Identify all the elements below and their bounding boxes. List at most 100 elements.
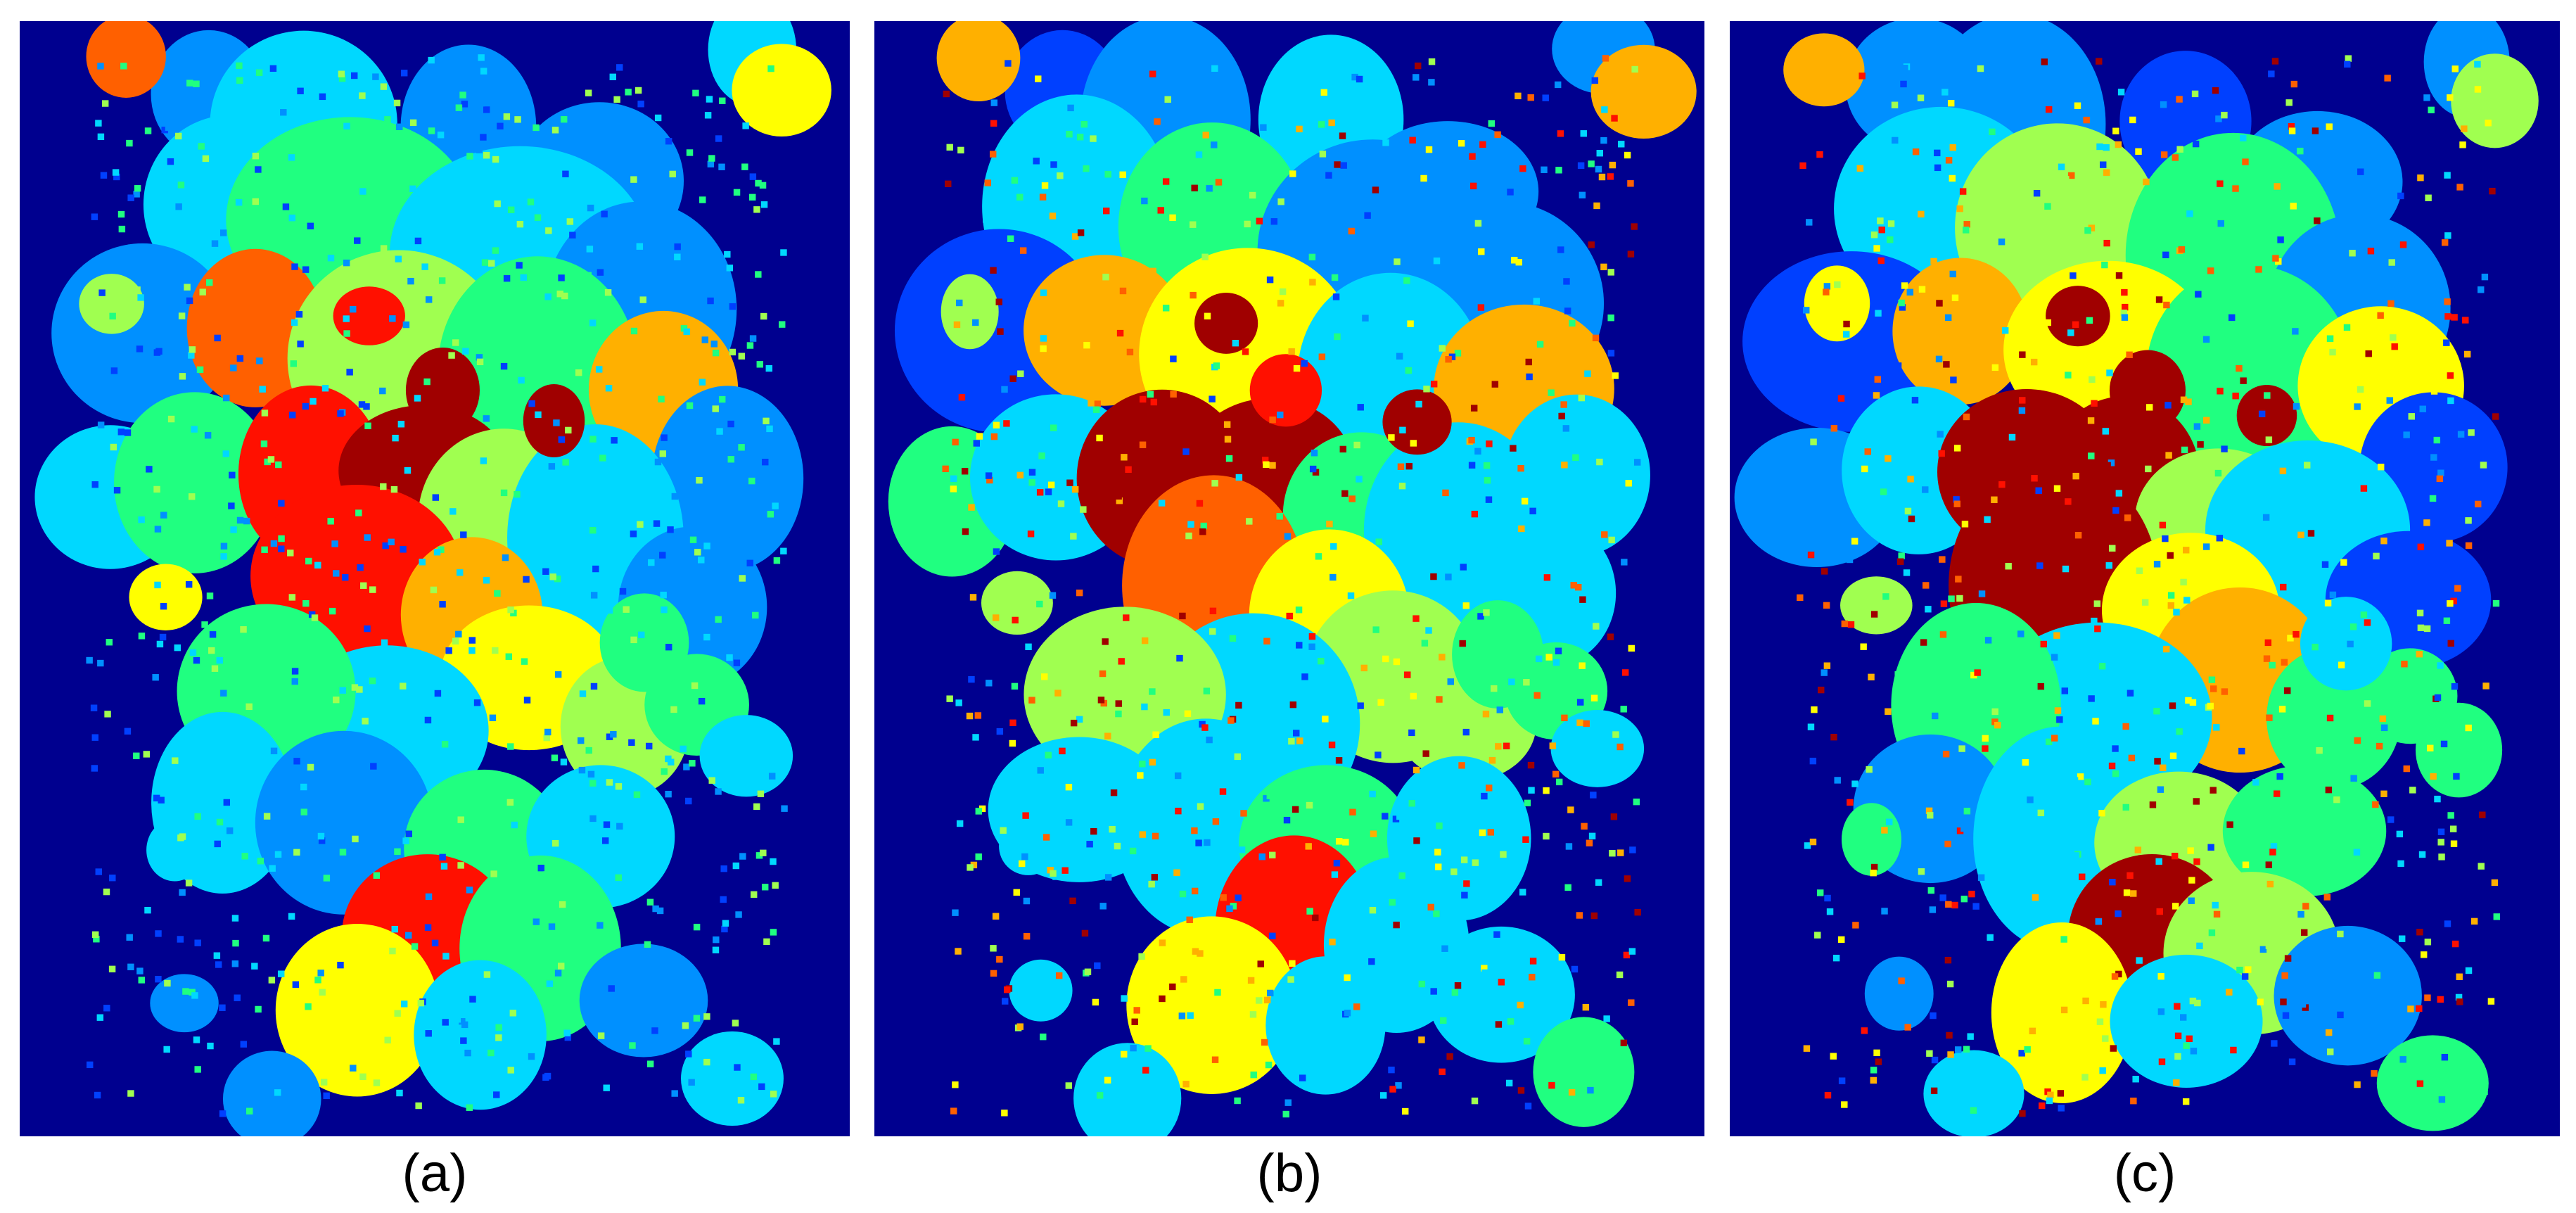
map-speckle: [1096, 1092, 1104, 1099]
map-speckle: [2481, 273, 2489, 281]
map-speckle: [1092, 406, 1100, 413]
map-speckle: [1901, 282, 1908, 289]
map-speckle: [1881, 908, 1888, 915]
map-speckle: [2273, 790, 2281, 797]
map-speckle: [562, 459, 569, 466]
map-speckle: [2159, 521, 2167, 529]
map-speckle: [1370, 830, 1377, 837]
map-speckle: [402, 837, 409, 844]
map-speckle: [400, 546, 407, 553]
map-speckle: [393, 702, 400, 709]
map-speckle: [652, 905, 659, 913]
map-speckle: [759, 182, 767, 189]
map-speckle: [665, 138, 672, 145]
map-speckle: [1486, 440, 1493, 447]
map-speckle: [1311, 450, 1318, 457]
map-speckle: [400, 1001, 408, 1008]
map-speckle: [466, 749, 473, 757]
map-speckle: [2447, 372, 2454, 379]
map-speckle: [1332, 293, 1340, 300]
map-speckle: [1912, 148, 1920, 155]
map-speckle: [549, 573, 556, 580]
map-speckle: [1318, 657, 1325, 665]
map-speckle: [1469, 153, 1476, 160]
map-speckle: [606, 606, 613, 614]
map-speckle: [2462, 317, 2469, 324]
map-speckle: [1102, 273, 1109, 281]
map-speckle: [1430, 573, 1437, 580]
map-speckle: [2122, 804, 2130, 811]
map-speckle: [1152, 832, 1159, 840]
map-speckle: [1481, 969, 1488, 977]
map-speckle: [1141, 703, 1148, 711]
map-speckle: [1596, 458, 1603, 466]
map-speckle: [179, 889, 186, 896]
map-speckle: [352, 835, 359, 843]
map-speckle: [2329, 591, 2337, 599]
map-speckle: [2104, 462, 2111, 469]
map-speckle: [1956, 827, 1964, 834]
map-speckle: [1157, 207, 1164, 214]
map-speckle: [1096, 434, 1103, 442]
map-speckle: [291, 678, 298, 685]
map-speckle: [2386, 362, 2393, 369]
map-speckle: [1460, 856, 1468, 863]
map-speckle: [177, 182, 185, 189]
map-speckle: [2058, 163, 2065, 170]
map-speckle: [975, 853, 982, 860]
map-speckle: [1962, 227, 1970, 234]
map-speckle: [219, 229, 227, 236]
map-speckle: [1037, 767, 1044, 774]
map-speckle: [2274, 183, 2281, 190]
map-speckle: [172, 757, 179, 764]
map-speckle: [134, 185, 141, 192]
map-speckle: [2338, 661, 2345, 668]
map-speckle: [2444, 172, 2451, 179]
map-speckle: [683, 328, 690, 336]
map-speckle: [1930, 1087, 1938, 1095]
map-speckle: [1149, 267, 1156, 275]
map-speckle: [587, 770, 595, 778]
map-speckle: [2255, 266, 2262, 273]
map-speckle: [1949, 174, 1956, 182]
map-speckle: [2357, 386, 2364, 393]
map-speckle: [2122, 303, 2129, 311]
map-speckle: [1868, 673, 1875, 681]
map-speckle: [637, 631, 645, 639]
map-speckle: [1885, 455, 1892, 462]
map-speckle: [2297, 147, 2304, 155]
map-speckle: [2343, 324, 2351, 331]
map-speckle: [569, 231, 576, 239]
map-speckle: [1601, 531, 1608, 538]
map-speckle: [1937, 431, 1944, 438]
map-speckle: [1824, 1091, 1832, 1099]
map-speckle: [1846, 556, 1854, 564]
map-speckle: [2358, 957, 2366, 964]
map-speckle: [2180, 1014, 2187, 1021]
map-speckle: [138, 516, 145, 523]
map-speckle: [193, 80, 200, 87]
map-speckle: [355, 509, 362, 516]
map-speckle: [2191, 90, 2199, 98]
map-speckle: [1809, 838, 1817, 846]
map-speckle: [2402, 1084, 2410, 1091]
map-speckle: [1425, 146, 1433, 153]
map-speckle: [331, 540, 338, 547]
map-speckle: [1837, 395, 1845, 402]
map-speckle: [2397, 192, 2404, 200]
map-speckle: [1583, 720, 1590, 728]
map-speckle: [220, 542, 228, 550]
map-speckle: [1567, 806, 1574, 813]
map-speckle: [1067, 104, 1074, 112]
map-speckle: [2031, 475, 2038, 482]
map-speckle: [118, 225, 126, 233]
map-speckle: [397, 421, 405, 428]
map-speckle: [1963, 221, 1970, 228]
map-speckle: [1505, 1079, 1513, 1087]
map-speckle: [1951, 901, 1958, 909]
map-speckle: [2097, 825, 2104, 833]
map-speckle: [2217, 388, 2224, 395]
map-region: [981, 571, 1053, 635]
map-speckle: [507, 743, 514, 750]
map-speckle: [349, 305, 357, 313]
